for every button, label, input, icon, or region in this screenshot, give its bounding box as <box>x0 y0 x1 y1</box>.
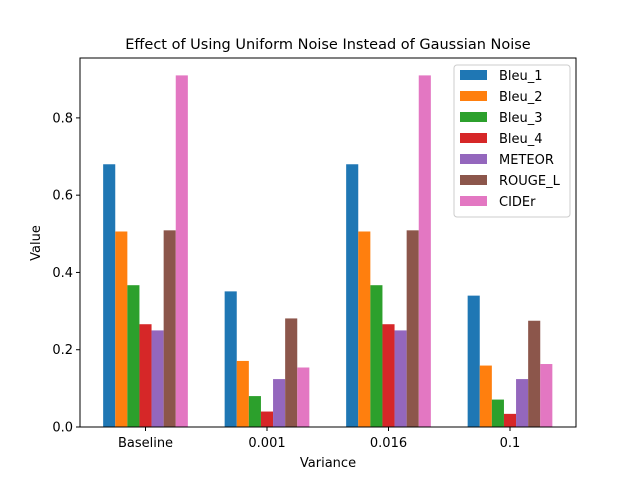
bar-bleu-2-2 <box>358 231 371 427</box>
bar-bleu-3-1 <box>248 396 261 427</box>
legend-label-cider: CIDEr <box>499 195 536 210</box>
chart-title: Effect of Using Uniform Noise Instead of… <box>125 37 531 53</box>
bar-meteor-1 <box>273 379 286 427</box>
legend-swatch-meteor <box>460 154 487 164</box>
legend-label-bleu-4: Bleu_4 <box>499 132 543 147</box>
bar-cider-3 <box>540 364 553 427</box>
bar-bleu-2-3 <box>479 365 492 427</box>
bar-bleu-3-0 <box>127 285 140 427</box>
bar-bleu-1-1 <box>224 291 237 427</box>
x-tick-label: 0.001 <box>248 436 285 451</box>
x-tick-label: 0.1 <box>500 436 521 451</box>
legend-swatch-cider <box>460 196 487 206</box>
bar-bleu-2-1 <box>236 360 249 427</box>
bar-bleu-4-0 <box>139 324 152 427</box>
bars-group <box>103 75 553 427</box>
bar-cider-1 <box>297 367 310 427</box>
plot-frame <box>79 57 577 428</box>
bar-cider-0 <box>175 75 188 427</box>
y-tick-label: 0.0 <box>52 421 73 436</box>
legend: Bleu_1 Bleu_2 Bleu_3 Bleu_4 METEOR ROUGE_L CID… <box>453 64 571 218</box>
legend-swatch-rouge-l <box>460 175 487 185</box>
bar-bleu-1-3 <box>467 295 480 427</box>
y-axis-label: Value <box>29 225 44 261</box>
bar-bleu-1-0 <box>103 164 116 427</box>
y-tick-label: 0.2 <box>52 343 73 358</box>
bar-bleu-4-2 <box>382 324 395 427</box>
legend-label-rouge-l: ROUGE_L <box>499 174 561 189</box>
y-tick-label: 0.8 <box>52 111 73 126</box>
x-axis-label: Variance <box>300 456 356 471</box>
bar-rouge-l-1 <box>285 318 298 427</box>
y-tick-label: 0.4 <box>52 266 73 281</box>
y-tick-label: 0.6 <box>52 189 73 204</box>
x-axis-ticks: Baseline 0.001 0.016 0.1 <box>118 427 520 451</box>
legend-label-bleu-2: Bleu_2 <box>499 90 543 105</box>
y-axis-ticks: 0.0 0.2 0.4 0.6 0.8 <box>52 111 80 436</box>
bar-rouge-l-2 <box>406 230 419 427</box>
bar-bleu-4-1 <box>260 411 274 427</box>
legend-swatch-bleu-4 <box>460 133 487 143</box>
bar-bleu-3-3 <box>491 399 504 427</box>
bar-rouge-l-3 <box>528 320 541 427</box>
legend-label-bleu-3: Bleu_3 <box>499 111 543 126</box>
x-tick-label: Baseline <box>118 436 173 451</box>
x-tick-label: 0.016 <box>370 436 407 451</box>
legend-swatch-bleu-3 <box>460 112 487 122</box>
bar-bleu-3-2 <box>370 285 383 427</box>
legend-swatch-bleu-2 <box>460 91 487 101</box>
bar-bleu-2-0 <box>115 231 128 427</box>
legend-label-meteor: METEOR <box>499 153 554 168</box>
bar-meteor-3 <box>516 379 529 427</box>
bar-rouge-l-0 <box>163 230 176 427</box>
legend-swatch-bleu-1 <box>460 70 487 80</box>
bar-bleu-1-2 <box>346 164 359 427</box>
bar-meteor-2 <box>394 330 407 427</box>
bar-bleu-4-3 <box>503 413 517 427</box>
legend-label-bleu-1: Bleu_1 <box>499 69 543 84</box>
bar-cider-2 <box>418 75 431 427</box>
bar-meteor-0 <box>151 330 164 427</box>
